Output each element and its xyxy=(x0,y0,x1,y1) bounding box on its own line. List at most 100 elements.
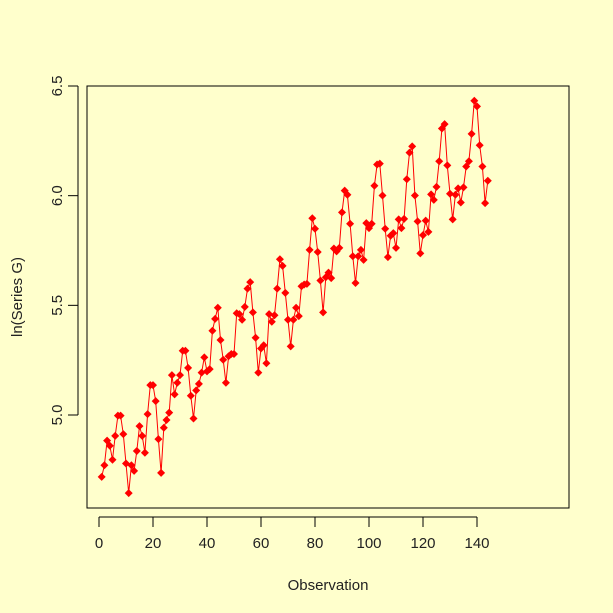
data-point-marker xyxy=(119,430,128,439)
data-point-marker xyxy=(251,333,260,342)
data-point-marker xyxy=(265,310,274,319)
data-point-marker xyxy=(208,326,217,335)
data-point-marker xyxy=(246,278,255,287)
y-tick-label: 6.5 xyxy=(49,76,66,97)
data-point-marker xyxy=(327,274,336,283)
data-point-marker xyxy=(402,175,411,184)
data-point-marker xyxy=(419,231,427,240)
data-point-marker xyxy=(216,335,225,344)
data-point-marker xyxy=(189,414,198,423)
data-point-marker xyxy=(367,219,376,228)
data-point-marker xyxy=(467,129,476,138)
data-point-marker xyxy=(219,355,228,364)
data-point-marker xyxy=(143,410,152,419)
data-point-marker xyxy=(165,408,174,417)
data-point-marker xyxy=(289,315,298,324)
data-point-marker xyxy=(375,159,384,168)
x-axis: 0 20 40 60 80 100 120 140 xyxy=(95,516,490,552)
y-tick-label: 5.5 xyxy=(49,295,66,316)
data-point-marker xyxy=(286,342,295,351)
data-point-marker xyxy=(238,315,247,324)
x-tick-label: 100 xyxy=(356,535,381,552)
data-point-marker xyxy=(192,386,201,395)
x-axis-label: Observation xyxy=(288,577,369,594)
data-point-marker xyxy=(170,390,179,399)
data-point-marker xyxy=(159,423,168,432)
data-point-marker xyxy=(254,368,263,377)
data-point-marker xyxy=(440,120,449,129)
data-point-marker xyxy=(140,448,149,457)
data-point-marker xyxy=(184,363,193,372)
data-point-marker xyxy=(335,243,344,252)
data-point-marker xyxy=(194,379,203,388)
data-point-marker xyxy=(424,227,433,236)
data-point-marker xyxy=(397,224,406,233)
data-point-marker xyxy=(259,341,268,350)
data-point-marker xyxy=(427,190,436,199)
data-point-marker xyxy=(270,311,279,320)
data-point-marker xyxy=(348,252,357,261)
data-point-marker xyxy=(138,431,147,440)
data-point-marker xyxy=(456,198,465,207)
data-point-marker xyxy=(97,472,106,481)
data-point-marker xyxy=(481,199,490,208)
data-point-marker xyxy=(273,284,282,293)
y-axis: 5.0 5.5 6.0 6.5 xyxy=(49,76,79,426)
y-tick-label: 5.0 xyxy=(49,405,66,426)
data-point-marker xyxy=(483,176,492,185)
data-point-marker xyxy=(356,245,365,254)
data-point-marker xyxy=(308,214,317,223)
data-point-marker xyxy=(370,181,379,190)
data-point-marker xyxy=(284,315,292,324)
data-point-marker xyxy=(221,378,230,387)
data-point-marker xyxy=(235,310,244,319)
data-point-marker xyxy=(149,381,157,390)
x-tick-label: 60 xyxy=(253,535,270,552)
plot-frame xyxy=(86,85,570,509)
data-point-marker xyxy=(281,288,290,297)
x-tick-label: 40 xyxy=(199,535,216,552)
data-point-marker xyxy=(346,219,355,228)
data-point-marker xyxy=(432,182,441,191)
x-tick-label: 140 xyxy=(464,535,489,552)
data-point-marker xyxy=(416,249,425,258)
data-point-marker xyxy=(470,96,479,105)
data-point-marker xyxy=(354,252,363,261)
data-point-marker xyxy=(135,422,144,431)
data-point-marker xyxy=(389,229,398,238)
y-axis-label: ln(Series G) xyxy=(9,257,26,337)
data-point-marker xyxy=(351,278,360,287)
data-point-marker xyxy=(359,255,368,264)
data-point-marker xyxy=(478,162,487,171)
data-point-marker xyxy=(108,455,117,464)
data-point-marker xyxy=(451,190,460,199)
data-point-marker xyxy=(305,245,314,254)
data-point-marker xyxy=(454,184,463,193)
data-point-marker xyxy=(100,461,109,470)
x-tick-label: 120 xyxy=(410,535,435,552)
data-point-marker xyxy=(459,183,468,192)
data-point-marker xyxy=(151,397,160,406)
data-point-marker xyxy=(154,435,163,444)
data-point-marker xyxy=(383,253,392,262)
data-point-marker xyxy=(448,215,457,224)
data-point-marker xyxy=(473,102,481,111)
y-tick-label: 6.0 xyxy=(49,185,66,206)
data-point-marker xyxy=(167,371,176,380)
data-point-marker xyxy=(262,359,271,368)
data-point-marker xyxy=(408,142,417,151)
data-point-marker xyxy=(381,224,390,233)
data-point-marker xyxy=(392,243,400,252)
data-point-marker xyxy=(176,371,184,380)
data-point-marker xyxy=(200,353,209,362)
data-point-marker xyxy=(157,468,166,477)
data-point-marker xyxy=(475,141,484,150)
data-point-marker xyxy=(186,391,195,400)
data-point-marker xyxy=(464,157,473,166)
data-point-marker xyxy=(116,411,125,420)
data-point-marker xyxy=(240,302,249,311)
data-point-marker xyxy=(211,314,220,323)
data-point-marker xyxy=(311,224,319,233)
